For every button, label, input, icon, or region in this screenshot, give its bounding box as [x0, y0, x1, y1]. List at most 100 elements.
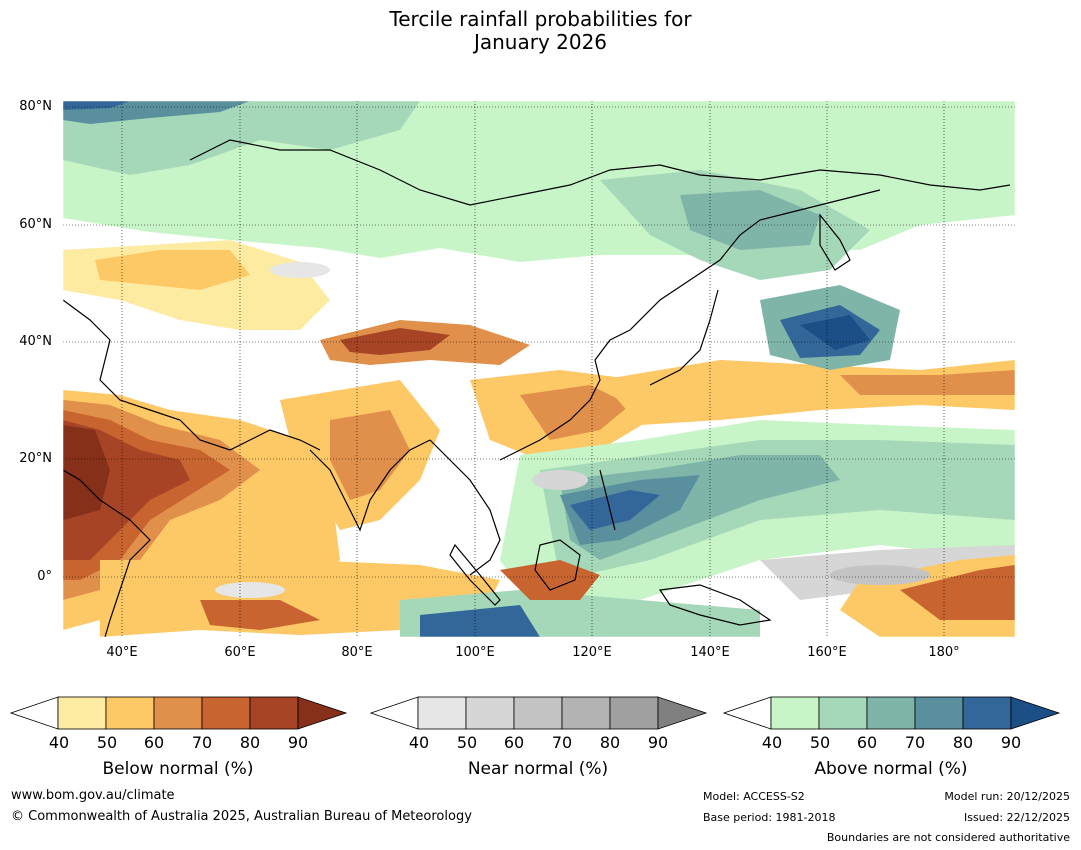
lat-label-40n: 40°N: [19, 334, 52, 349]
legend-above-tick: 40: [761, 733, 783, 752]
near-normal-patch-4: [215, 582, 285, 598]
lat-label-60n: 60°N: [19, 217, 52, 232]
legend-above-tick: 60: [856, 733, 878, 752]
above-normal-siberia-70: [680, 190, 820, 250]
below-normal-sepacific-70: [900, 565, 1015, 620]
lon-label-60e: 60°E: [224, 645, 256, 660]
colorbar-segment: [770, 696, 820, 730]
coast-sumatra: [449, 543, 501, 606]
legend-below-tick: 90: [287, 733, 309, 752]
colorbar-segment: [818, 696, 868, 730]
footer-boundaries-note: Boundaries are not considered authoritat…: [826, 831, 1070, 844]
below-normal-indonesia: [500, 560, 600, 600]
map-title: Tercile rainfall probabilities for Janua…: [0, 8, 1081, 54]
colorbar-segment: [57, 696, 107, 730]
legend-near-tick: 40: [408, 733, 430, 752]
lon-label-120e: 120°E: [572, 645, 612, 660]
legend-above-normal-title: Above normal (%): [814, 759, 968, 779]
coast-kamchatka: [819, 213, 851, 271]
legend-near-tick: 50: [456, 733, 478, 752]
legend-below-normal-title: Below normal (%): [102, 759, 254, 779]
coast-se-asia: [429, 439, 501, 576]
near-normal-patch-2: [532, 470, 588, 490]
near-normal-patch-3: [830, 565, 930, 585]
legend-near-tick: 60: [503, 733, 525, 752]
below-normal-centralasia-50: [95, 250, 250, 290]
coast-philippines: [599, 469, 616, 531]
below-normal-china-south-70: [520, 385, 630, 440]
below-normal-indianocean-70: [200, 600, 320, 630]
footer-model: Model: ACCESS-S2: [703, 790, 805, 803]
legend-below-tick: 50: [96, 733, 118, 752]
legend-near-normal-colorbar: [370, 696, 708, 730]
legend-below-tick: 60: [143, 733, 165, 752]
legend-near-tick: 90: [647, 733, 669, 752]
colorbar-segment: [914, 696, 964, 730]
colorbar-low-arrow: [10, 696, 59, 730]
legend-below-tick: 70: [191, 733, 213, 752]
map-field: [63, 101, 1015, 637]
colorbar-segment: [153, 696, 203, 730]
above-normal-pacific-80: [570, 490, 660, 530]
legend-above-normal-colorbar: [723, 696, 1061, 730]
legend-near-tick: 80: [599, 733, 621, 752]
title-line-2: January 2026: [473, 30, 608, 54]
footer-url[interactable]: www.bom.gov.au/climate: [11, 788, 175, 803]
colorbar-segment: [249, 696, 299, 730]
lat-label-20n: 20°N: [19, 451, 52, 466]
legend-near-normal-title: Near normal (%): [467, 759, 609, 779]
map-border: [62, 100, 1016, 638]
colorbar-low-arrow: [370, 696, 419, 730]
below-normal-arabia-90: [63, 425, 110, 520]
lon-label-180: 180°: [928, 645, 960, 660]
lon-label-80e: 80°E: [341, 645, 373, 660]
below-normal-china-80: [340, 328, 450, 355]
coast-europe-mideast: [63, 299, 321, 451]
colorbar-segment: [866, 696, 916, 730]
coast-arctic: [189, 139, 1011, 206]
footer-issued: Issued: 22/12/2025: [963, 811, 1070, 824]
colorbar-segment: [417, 696, 467, 730]
lon-label-160e: 160°E: [807, 645, 847, 660]
lat-label-80n: 80°N: [19, 99, 52, 114]
above-normal-arctic-edge-dark: [63, 101, 130, 110]
lat-label-0: 0°: [37, 569, 52, 584]
colorbar-segment: [465, 696, 515, 730]
above-normal-north-band-60: [63, 101, 420, 175]
above-normal-nwpacific-90: [800, 315, 870, 350]
near-normal-patch-1: [270, 262, 330, 278]
footer-base-period: Base period: 1981-2018: [703, 811, 836, 824]
below-normal-india-60: [330, 410, 410, 500]
colorbar-high-arrow: [297, 696, 348, 730]
coast-japan: [649, 289, 719, 386]
legend-above-tick: 80: [952, 733, 974, 752]
legend-above-tick: 90: [1000, 733, 1022, 752]
colorbar-segment: [513, 696, 563, 730]
footer-copyright: © Commonwealth of Australia 2025, Austra…: [11, 809, 472, 824]
title-line-1: Tercile rainfall probabilities for: [389, 7, 692, 31]
above-normal-south-band-dark: [420, 605, 540, 637]
lon-label-40e: 40°E: [106, 645, 138, 660]
colorbar-segment: [962, 696, 1012, 730]
colorbar-segment: [609, 696, 659, 730]
colorbar-segment: [105, 696, 155, 730]
colorbar-segment: [561, 696, 611, 730]
footer-model-run: Model run: 20/12/2025: [944, 790, 1070, 803]
coastlines: [63, 139, 1011, 637]
legend-below-tick: 80: [239, 733, 261, 752]
coast-new-guinea: [658, 584, 772, 626]
legend-above-tick: 70: [904, 733, 926, 752]
colorbar-high-arrow: [657, 696, 708, 730]
colorbar-low-arrow: [723, 696, 772, 730]
lon-label-100e: 100°E: [455, 645, 495, 660]
legend-below-tick: 40: [48, 733, 70, 752]
colorbar-high-arrow: [1010, 696, 1061, 730]
lon-label-140e: 140°E: [690, 645, 730, 660]
below-normal-npacific-60: [840, 370, 1015, 395]
coast-borneo: [534, 539, 581, 591]
graticule: [63, 101, 1015, 637]
coast-china-east: [499, 329, 631, 461]
legend-above-tick: 50: [809, 733, 831, 752]
legend-near-tick: 70: [551, 733, 573, 752]
